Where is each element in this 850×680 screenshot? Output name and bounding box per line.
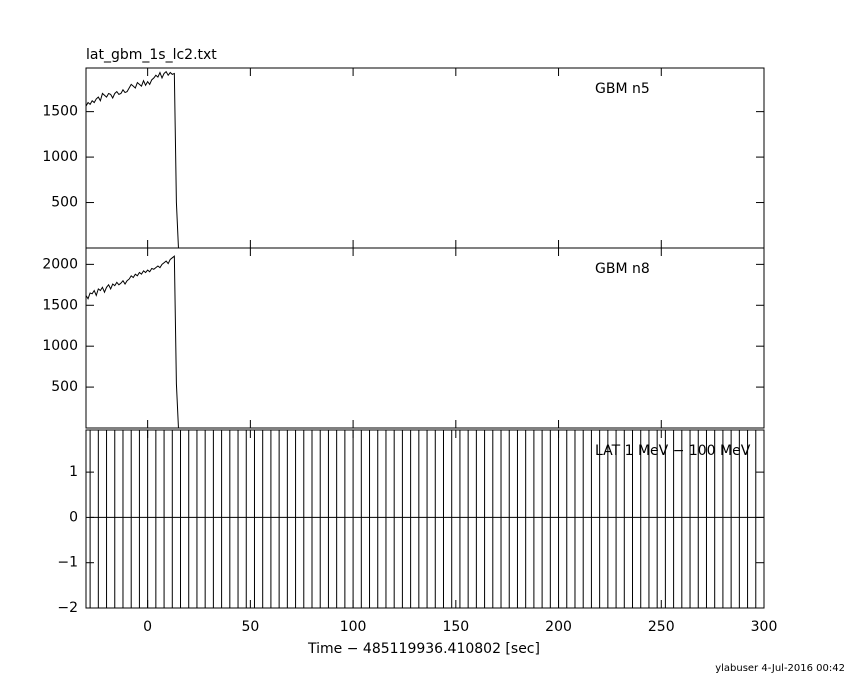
chart-title: lat_gbm_1s_lc2.txt <box>86 47 217 63</box>
plot-area <box>89 430 764 608</box>
x-tick-label: 50 <box>241 619 259 635</box>
plot-area <box>86 255 179 428</box>
y-tick-label: −1 <box>57 555 78 571</box>
x-tick-label: 300 <box>751 619 778 635</box>
x-tick-label: 150 <box>442 619 469 635</box>
y-tick-label: 2000 <box>42 256 78 272</box>
panel-label: LAT 1 MeV − 100 MeV <box>595 443 751 459</box>
y-tick-label: 1000 <box>42 149 78 165</box>
light-curve <box>86 70 179 248</box>
panel-frame <box>85 247 765 429</box>
y-tick-label: 1000 <box>42 338 78 354</box>
x-tick-label: 0 <box>143 619 152 635</box>
footer: ylabuser 4-Jul-2016 00:42 <box>715 663 845 674</box>
y-tick-label: 1500 <box>42 297 78 313</box>
y-tick-label: 500 <box>51 195 78 211</box>
panel-frame <box>85 429 765 609</box>
plot-area <box>86 70 179 248</box>
y-tick-label: 500 <box>51 379 78 395</box>
panel-label: GBM n5 <box>595 81 650 97</box>
x-axis-label: Time − 485119936.410802 [sec] <box>307 641 540 657</box>
x-tick-label: 250 <box>648 619 675 635</box>
panel-label: GBM n8 <box>595 261 650 277</box>
y-tick-label: 1500 <box>42 104 78 120</box>
x-tick-label: 100 <box>340 619 367 635</box>
y-tick-label: 1 <box>69 464 78 480</box>
y-tick-label: −2 <box>57 600 78 616</box>
x-tick-label: 200 <box>545 619 572 635</box>
y-tick-label: 0 <box>69 509 78 525</box>
light-curve <box>86 255 179 428</box>
